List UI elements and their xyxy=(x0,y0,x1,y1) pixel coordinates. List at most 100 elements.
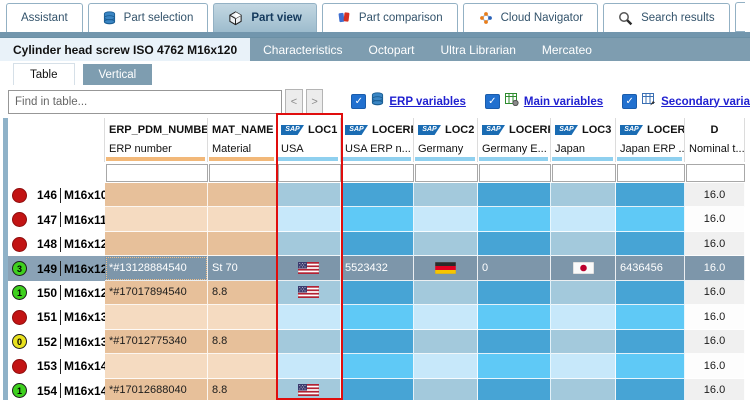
cell-locerp2[interactable]: 0 xyxy=(478,256,551,281)
cell-loc2[interactable] xyxy=(414,305,478,330)
cell-material[interactable] xyxy=(208,354,277,379)
cell-loc3[interactable] xyxy=(551,207,616,232)
cell-d[interactable]: 16.0 xyxy=(685,305,745,330)
cell-locerp3[interactable] xyxy=(616,280,685,306)
cell-loc3[interactable] xyxy=(551,231,616,257)
table-row[interactable]: 146 M16x100 16.0 xyxy=(8,183,745,208)
cell-material[interactable] xyxy=(208,207,277,232)
cell-loc2[interactable] xyxy=(414,354,478,379)
column-filter-input[interactable] xyxy=(277,163,341,182)
subtab-characteristics[interactable]: Characteristics xyxy=(263,42,343,57)
cell-loc3-flag-jp[interactable] xyxy=(551,256,616,281)
link-erp-variables[interactable]: ERP variables xyxy=(389,95,466,108)
view-tab-table[interactable]: Table xyxy=(13,63,75,85)
subtab-octopart[interactable]: Octopart xyxy=(368,42,415,57)
column-desc-loc1[interactable]: USA xyxy=(277,142,341,162)
row-header-153[interactable]: 153 M16x140 xyxy=(8,354,105,379)
column-header-locerp3[interactable]: SAP LOCERP3 xyxy=(616,118,685,142)
row-header-146[interactable]: 146 M16x100 xyxy=(8,183,105,208)
subtab-ultra-librarian[interactable]: Ultra Librarian xyxy=(440,42,516,57)
cell-loc3[interactable] xyxy=(551,378,616,400)
cell-erp_number[interactable]: *#17017894540 xyxy=(105,280,208,306)
column-desc-locerp3[interactable]: Japan ERP ... xyxy=(616,142,685,162)
cell-material[interactable]: 8.8 xyxy=(208,329,277,355)
column-desc-d[interactable]: Nominal t... xyxy=(685,142,745,162)
cell-loc2[interactable] xyxy=(414,329,478,355)
cell-erp_number[interactable] xyxy=(105,354,208,379)
cell-loc3[interactable] xyxy=(551,329,616,355)
cell-erp_number[interactable] xyxy=(105,305,208,330)
cell-locerp3[interactable] xyxy=(616,231,685,257)
cell-locerp3[interactable] xyxy=(616,378,685,400)
table-row[interactable]: 147 M16x110 16.0 xyxy=(8,207,745,232)
row-header-150[interactable]: 1 150 M16x125 xyxy=(8,280,105,306)
cell-d[interactable]: 16.0 xyxy=(685,280,745,306)
cell-locerp2[interactable] xyxy=(478,378,551,400)
cell-d[interactable]: 16.0 xyxy=(685,354,745,379)
cell-d[interactable]: 16.0 xyxy=(685,378,745,400)
cell-loc1-flag-us[interactable] xyxy=(277,280,341,306)
cell-material[interactable]: 8.8 xyxy=(208,280,277,306)
cell-locerp1[interactable] xyxy=(341,378,414,400)
cell-d[interactable]: 16.0 xyxy=(685,207,745,232)
cell-loc1[interactable] xyxy=(277,305,341,330)
cell-loc2[interactable] xyxy=(414,207,478,232)
cell-locerp1[interactable] xyxy=(341,329,414,355)
find-previous-button[interactable]: < xyxy=(285,88,303,115)
cell-erp_number[interactable] xyxy=(105,231,208,257)
cell-locerp1[interactable] xyxy=(341,183,414,208)
column-desc-loc3[interactable]: Japan xyxy=(551,142,616,162)
cell-locerp2[interactable] xyxy=(478,183,551,208)
cell-locerp2[interactable] xyxy=(478,280,551,306)
cell-loc1[interactable] xyxy=(277,207,341,232)
row-header-154[interactable]: 1 154 M16x140 xyxy=(8,378,105,400)
column-filter-input[interactable] xyxy=(685,163,745,182)
cell-loc2[interactable] xyxy=(414,280,478,306)
cell-locerp1[interactable] xyxy=(341,280,414,306)
cell-loc2[interactable] xyxy=(414,183,478,208)
subtab-cylinder-head-screw-iso-4762-m16x120[interactable]: Cylinder head screw ISO 4762 M16x120 xyxy=(0,38,251,61)
column-header-erp-pdm-number[interactable]: ERP_PDM_NUMBER xyxy=(105,118,208,142)
column-desc-locerp1[interactable]: USA ERP n... xyxy=(341,142,414,162)
cell-locerp3[interactable]: 6436456 xyxy=(616,256,685,281)
cell-locerp3[interactable] xyxy=(616,329,685,355)
column-header-locerp1[interactable]: SAP LOCERP1 xyxy=(341,118,414,142)
cell-d[interactable]: 16.0 xyxy=(685,183,745,208)
row-header-151[interactable]: 151 M16x130 xyxy=(8,305,105,330)
column-filter-input[interactable] xyxy=(414,163,478,182)
column-filter-input[interactable] xyxy=(478,163,551,182)
cell-loc3[interactable] xyxy=(551,280,616,306)
cell-locerp2[interactable] xyxy=(478,305,551,330)
cell-loc2[interactable] xyxy=(414,378,478,400)
cell-loc3[interactable] xyxy=(551,354,616,379)
cell-loc3[interactable] xyxy=(551,305,616,330)
tab-part-view[interactable]: Part view xyxy=(213,3,317,32)
view-tab-vertical[interactable]: Vertical xyxy=(82,64,153,85)
cell-loc2-flag-de[interactable] xyxy=(414,256,478,281)
cell-loc1-flag-us[interactable] xyxy=(277,256,341,281)
cell-locerp3[interactable] xyxy=(616,354,685,379)
cell-material[interactable] xyxy=(208,231,277,257)
cell-locerp3[interactable] xyxy=(616,183,685,208)
column-filter-input[interactable] xyxy=(551,163,616,182)
column-desc-mat-name[interactable]: Material xyxy=(208,142,277,162)
checkbox-erp-variables[interactable]: ✓ xyxy=(351,94,367,109)
cell-d[interactable]: 16.0 xyxy=(685,256,745,281)
column-filter-input[interactable] xyxy=(341,163,414,182)
cell-d[interactable]: 16.0 xyxy=(685,231,745,257)
column-desc-loc2[interactable]: Germany xyxy=(414,142,478,162)
column-filter-input[interactable] xyxy=(208,163,277,182)
cell-loc1[interactable] xyxy=(277,329,341,355)
column-header-d[interactable]: D xyxy=(685,118,745,142)
column-header-mat-name[interactable]: MAT_NAME xyxy=(208,118,277,142)
tab-part-comparison[interactable]: Part comparison xyxy=(321,3,458,32)
cell-locerp2[interactable] xyxy=(478,354,551,379)
row-header-149[interactable]: 3 149 M16x120 xyxy=(8,256,105,281)
cell-locerp1[interactable]: 5523432 xyxy=(341,256,414,281)
cell-locerp1[interactable] xyxy=(341,231,414,257)
column-header-loc1[interactable]: SAP LOC1 xyxy=(277,118,341,142)
